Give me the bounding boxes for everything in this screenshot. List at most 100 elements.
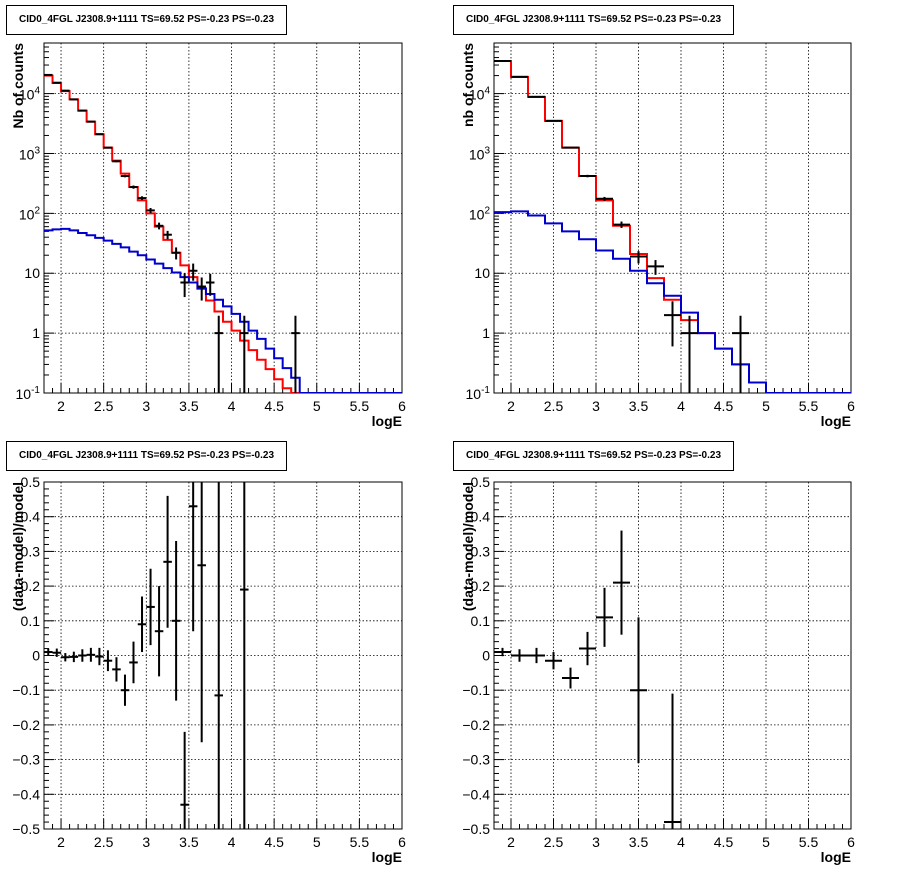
x-tick-label: 5.5 — [799, 398, 819, 414]
panel-title: CID0_4FGL J2308.9+1111 TS=69.52 PS=-0.23… — [453, 5, 734, 35]
residual-point — [545, 652, 562, 669]
y-tick-label: 102 — [19, 205, 41, 222]
x-tick-label: 5.5 — [350, 398, 370, 414]
data-point — [78, 110, 87, 111]
x-tick-label: 2 — [507, 834, 515, 850]
y-tick-label: 103 — [19, 145, 41, 162]
x-axis-label: logE — [372, 413, 402, 429]
x-tick-label: 5.5 — [799, 834, 819, 850]
data-point — [70, 99, 79, 100]
y-tick-label: −0.3 — [12, 752, 40, 768]
plot-frame — [44, 43, 402, 393]
data-point — [562, 147, 579, 148]
plot-area — [44, 75, 402, 393]
residual-point — [138, 597, 147, 653]
x-tick-label: 2 — [507, 398, 515, 414]
x-axis-label: logE — [372, 849, 402, 865]
y-tick-label: 10-1 — [16, 385, 41, 402]
residual-point — [664, 694, 681, 829]
x-tick-label: 6 — [398, 834, 406, 850]
total-model-histogram — [44, 76, 402, 393]
x-tick-label: 3 — [142, 834, 150, 850]
x-tick-label: 4.5 — [714, 834, 734, 850]
data-point — [579, 175, 596, 177]
data-point — [172, 247, 181, 259]
y-tick-label: 1 — [482, 325, 490, 341]
x-tick-label: 3.5 — [629, 834, 649, 850]
residual-point — [494, 648, 511, 656]
residual-point — [44, 649, 53, 656]
residual-point — [511, 649, 528, 661]
data-point — [681, 316, 698, 393]
x-tick-label: 4 — [677, 834, 685, 850]
x-tick-label: 4 — [677, 398, 685, 414]
x-tick-label: 4 — [228, 834, 236, 850]
x-tick-label: 5 — [762, 834, 770, 850]
y-tick-label: −0.3 — [462, 752, 490, 768]
y-tick-label: −0.1 — [462, 682, 490, 698]
x-tick-label: 6 — [847, 398, 855, 414]
data-point — [664, 301, 681, 346]
residual-point — [189, 482, 198, 631]
x-tick-label: 3 — [592, 398, 600, 414]
data-point — [291, 316, 300, 393]
x-tick-label: 5 — [313, 834, 321, 850]
x-tick-label: 3.5 — [629, 398, 649, 414]
residual-point — [630, 617, 647, 763]
residual-point — [596, 588, 613, 647]
x-tick-label: 5 — [313, 398, 321, 414]
data-point — [121, 175, 130, 177]
data-point — [112, 160, 121, 162]
residual-point — [172, 541, 181, 701]
residual-point — [61, 653, 70, 661]
residual-point — [155, 586, 164, 676]
y-tick-label: −0.4 — [12, 786, 40, 802]
x-tick-label: 2.5 — [544, 398, 564, 414]
residual-point — [129, 642, 138, 684]
data-point — [163, 231, 172, 239]
y-tick-label: 0.1 — [21, 613, 41, 629]
y-tick-label: 102 — [469, 205, 491, 222]
data-point — [61, 90, 70, 91]
y-tick-label: −0.2 — [12, 717, 40, 733]
y-tick-label: −0.2 — [462, 717, 490, 733]
x-axis-label: logE — [821, 849, 851, 865]
data-point — [87, 121, 96, 122]
data-point — [146, 208, 155, 213]
residual-point — [180, 732, 189, 829]
x-tick-label: 4 — [228, 398, 236, 414]
x-tick-label: 3.5 — [179, 398, 199, 414]
data-point — [732, 316, 749, 393]
residual-point — [104, 650, 113, 671]
x-tick-label: 3 — [142, 398, 150, 414]
y-axis-label: (data-model)/model — [460, 482, 476, 611]
y-tick-label: −0.5 — [462, 821, 490, 837]
data-point — [528, 97, 545, 98]
x-tick-label: 2.5 — [544, 834, 564, 850]
x-tick-label: 2.5 — [94, 834, 114, 850]
residual-point — [562, 668, 579, 689]
y-tick-label: 10 — [24, 265, 40, 281]
x-tick-label: 4.5 — [264, 398, 284, 414]
residual-point — [579, 632, 596, 665]
y-tick-label: 10-1 — [466, 385, 491, 402]
y-axis-label: Nb of counts — [10, 43, 26, 129]
data-point — [214, 316, 223, 393]
panel-title: CID0_4FGL J2308.9+1111 TS=69.52 PS=-0.23… — [453, 441, 734, 471]
y-tick-label: −0.1 — [12, 682, 40, 698]
y-axis-label: nb of counts — [460, 43, 476, 127]
data-point — [104, 147, 113, 148]
data-point — [155, 223, 164, 230]
residual-point — [121, 675, 130, 706]
residual-point — [163, 496, 172, 628]
y-axis-label: (data-model)/model — [10, 482, 26, 611]
y-tick-label: 0 — [482, 648, 490, 664]
residual-point — [95, 648, 104, 665]
residual-point — [112, 657, 121, 681]
x-tick-label: 6 — [398, 398, 406, 414]
